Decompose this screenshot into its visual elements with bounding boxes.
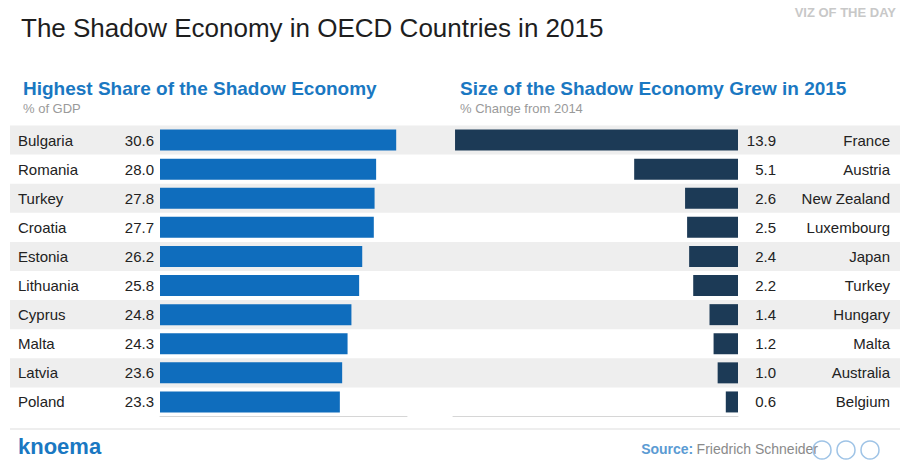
svg-text:Belgium: Belgium [836, 393, 890, 410]
svg-text:27.7: 27.7 [125, 219, 154, 236]
svg-text:Luxembourg: Luxembourg [807, 219, 890, 236]
svg-text:Poland: Poland [18, 393, 65, 410]
svg-text:France: France [843, 132, 890, 149]
svg-text:New Zealand: New Zealand [802, 190, 890, 207]
svg-text:Estonia: Estonia [18, 248, 69, 265]
svg-text:2.2: 2.2 [755, 277, 776, 294]
svg-text:Malta: Malta [18, 335, 55, 352]
svg-text:30.6: 30.6 [125, 132, 154, 149]
svg-text:Size of the Shadow Economy Gre: Size of the Shadow Economy Grew in 2015 [460, 78, 847, 99]
svg-text:2.6: 2.6 [755, 190, 776, 207]
svg-text:Bulgaria: Bulgaria [18, 132, 74, 149]
svg-text:Malta: Malta [853, 335, 890, 352]
svg-text:2.5: 2.5 [755, 219, 776, 236]
svg-text:28.0: 28.0 [125, 161, 154, 178]
svg-text:Cyprus: Cyprus [18, 306, 66, 323]
svg-text:1.0: 1.0 [755, 364, 776, 381]
svg-text:The Shadow Economy in OECD Cou: The Shadow Economy in OECD Countries in … [21, 13, 603, 43]
svg-text:Source:: Source: [641, 441, 693, 457]
svg-text:27.8: 27.8 [125, 190, 154, 207]
svg-text:Turkey: Turkey [845, 277, 891, 294]
svg-text:Austria: Austria [843, 161, 890, 178]
svg-text:24.8: 24.8 [125, 306, 154, 323]
svg-text:26.2: 26.2 [125, 248, 154, 265]
svg-text:Lithuania: Lithuania [18, 277, 80, 294]
svg-text:1.2: 1.2 [755, 335, 776, 352]
svg-text:% of GDP: % of GDP [23, 101, 81, 116]
svg-text:% Change from 2014: % Change from 2014 [460, 101, 583, 116]
svg-text:Australia: Australia [832, 364, 891, 381]
svg-text:0.6: 0.6 [755, 393, 776, 410]
svg-text:Highest Share of the Shadow Ec: Highest Share of the Shadow Economy [23, 78, 377, 99]
svg-text:1.4: 1.4 [755, 306, 776, 323]
svg-text:Hungary: Hungary [833, 306, 890, 323]
svg-text:2.4: 2.4 [755, 248, 776, 265]
svg-text:23.3: 23.3 [125, 393, 154, 410]
svg-text:Latvia: Latvia [18, 364, 59, 381]
svg-text:13.9: 13.9 [747, 132, 776, 149]
svg-text:24.3: 24.3 [125, 335, 154, 352]
svg-text:knoema: knoema [18, 434, 102, 459]
svg-text:Friedrich Schneider: Friedrich Schneider [697, 441, 819, 457]
svg-text:25.8: 25.8 [125, 277, 154, 294]
svg-text:23.6: 23.6 [125, 364, 154, 381]
svg-text:Croatia: Croatia [18, 219, 67, 236]
svg-text:5.1: 5.1 [755, 161, 776, 178]
svg-text:Japan: Japan [849, 248, 890, 265]
svg-text:Romania: Romania [18, 161, 79, 178]
svg-text:VIZ OF THE DAY: VIZ OF THE DAY [795, 5, 897, 20]
svg-text:Turkey: Turkey [18, 190, 64, 207]
